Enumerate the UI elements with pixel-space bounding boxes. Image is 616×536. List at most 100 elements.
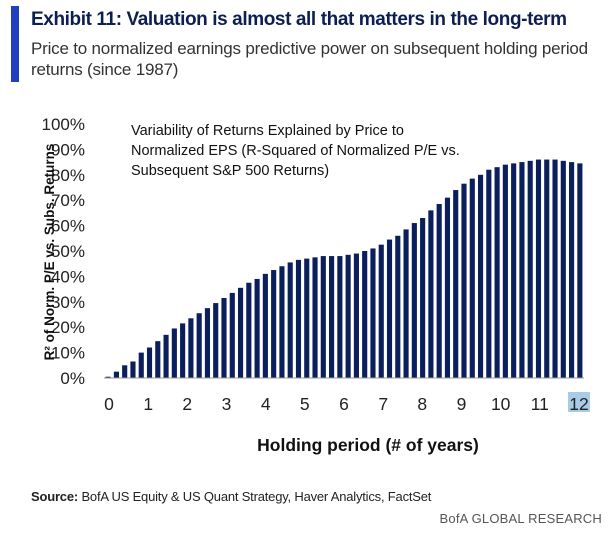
bar: [535, 159, 542, 378]
bar: [519, 162, 525, 378]
bar: [469, 178, 475, 378]
x-tick-label: 6: [339, 394, 349, 414]
bar: [105, 376, 111, 378]
bar: [428, 210, 434, 378]
exhibit-subtitle: Price to normalized earnings predictive …: [31, 39, 588, 79]
bar: [386, 239, 393, 378]
x-tick-highlight: [568, 392, 590, 412]
bar: [329, 256, 335, 378]
bar: [246, 282, 252, 378]
bar: [569, 162, 575, 378]
bar: [295, 259, 302, 378]
bar: [362, 251, 368, 378]
brand-label: BofA GLOBAL RESEARCH: [439, 511, 602, 526]
bar: [304, 258, 310, 378]
x-tick-label: 0: [104, 394, 114, 414]
bar: [436, 204, 442, 378]
x-axis-ticks: 0 1 2 3 4 5 6 7 8 9 10 11 12: [104, 392, 590, 414]
y-tick-label: 80%: [51, 166, 85, 185]
bar: [345, 254, 351, 378]
y-tick-label: 30%: [51, 293, 85, 312]
y-tick-label: 10%: [51, 344, 85, 363]
bar: [155, 341, 161, 378]
y-tick-label: 40%: [51, 267, 85, 286]
bar: [395, 235, 401, 378]
annotation-line: Variability of Returns Explained by Pric…: [131, 123, 404, 139]
x-tick-label: 9: [457, 394, 467, 414]
bar: [577, 163, 583, 378]
x-tick-label: 7: [378, 394, 388, 414]
y-tick-label: 70%: [51, 191, 85, 210]
source-note: Source: BofA US Equity & US Quant Strate…: [31, 489, 431, 504]
bar: [337, 256, 343, 378]
y-tick-label: 20%: [51, 318, 85, 337]
y-axis-ticks: 0% 10% 20% 30% 40% 50% 60% 70% 80% 90% 100%: [42, 115, 85, 388]
x-tick-label: 1: [143, 394, 153, 414]
bar: [444, 197, 451, 378]
bar: [560, 160, 566, 378]
bar: [271, 270, 277, 378]
bar: [453, 190, 459, 378]
bar: [502, 164, 508, 378]
bar: [320, 256, 326, 378]
bar: [378, 244, 384, 378]
x-axis-label: Holding period (# of years): [257, 435, 479, 455]
bar: [279, 266, 285, 378]
bar: [287, 262, 293, 378]
bar: [196, 313, 202, 378]
y-tick-label: 50%: [51, 242, 85, 261]
x-tick-label: 3: [222, 394, 232, 414]
bar: [494, 167, 500, 378]
bar: [527, 160, 533, 378]
accent-bar: [11, 6, 19, 82]
bar: [213, 303, 219, 378]
x-tick-label: 5: [300, 394, 310, 414]
bar: [180, 323, 186, 378]
y-axis-label: R² of Norm. P/E vs. Subs. Returns: [42, 144, 57, 361]
bar: [229, 292, 235, 378]
bar: [138, 352, 144, 378]
bar: [411, 223, 417, 378]
x-tick-label: 8: [417, 394, 427, 414]
y-tick-label: 0%: [60, 369, 85, 388]
annotation-line: Subsequent S&P 500 Returns): [131, 163, 329, 179]
x-tick-label: 10: [491, 394, 511, 414]
bar: [370, 248, 376, 378]
x-tick-label: 11: [531, 394, 549, 414]
bar: [146, 347, 153, 378]
bar: [171, 328, 177, 378]
chart-annotation: Variability of Returns Explained by Pric…: [131, 123, 460, 179]
bar: [353, 253, 359, 378]
bar: [312, 257, 318, 378]
bar: [420, 217, 426, 378]
y-tick-label: 100%: [42, 115, 85, 134]
bar: [188, 318, 194, 378]
bar: [461, 183, 467, 378]
bar: [221, 297, 227, 378]
bar: [486, 169, 492, 378]
source-label: Source:: [31, 489, 79, 504]
bar: [544, 159, 550, 378]
y-tick-label: 60%: [51, 217, 85, 236]
exhibit-title: Exhibit 11: Valuation is almost all that…: [31, 9, 567, 30]
bar: [403, 229, 409, 378]
bar: [113, 371, 119, 378]
bar: [477, 174, 484, 378]
annotation-line: Normalized EPS (R-Squared of Normalized …: [131, 143, 460, 159]
bar: [204, 308, 211, 378]
bar: [130, 361, 136, 378]
x-tick-label: 12: [569, 394, 588, 414]
bar: [552, 159, 558, 378]
x-tick-label: 2: [182, 394, 192, 414]
bar-series: [105, 159, 583, 378]
x-tick-label: 4: [261, 394, 271, 414]
y-tick-label: 90%: [51, 140, 85, 159]
source-text: BofA US Equity & US Quant Strategy, Have…: [81, 489, 432, 504]
bar: [511, 163, 517, 378]
bar: [122, 365, 128, 378]
bar: [262, 273, 268, 378]
bar: [237, 287, 244, 378]
bar: [163, 334, 169, 378]
bar: [254, 278, 260, 378]
